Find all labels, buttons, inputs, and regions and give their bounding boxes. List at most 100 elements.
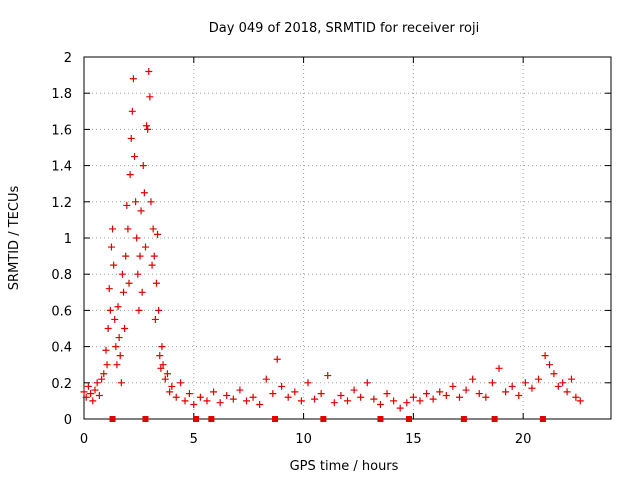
y-axis-label: SRMTID / TECUs	[7, 186, 22, 291]
data-point	[135, 306, 143, 314]
gap-marker	[192, 416, 199, 422]
data-point	[137, 207, 145, 215]
data-point	[469, 375, 477, 383]
data-point	[122, 252, 130, 260]
data-point	[535, 375, 543, 383]
x-tick-label: 0	[80, 432, 88, 447]
axis-ticks	[83, 56, 611, 420]
data-point	[223, 391, 231, 399]
data-point	[423, 390, 431, 398]
data-point	[172, 393, 180, 401]
data-point	[390, 397, 398, 405]
data-point	[156, 352, 164, 360]
data-point	[117, 379, 125, 387]
data-point	[363, 379, 371, 387]
data-point	[106, 306, 114, 314]
data-point	[262, 375, 270, 383]
y-tick-labels: 0 0.2 0.4 0.6 0.8 1 1.2 1.4 1.6 1.8 2	[51, 51, 72, 428]
data-point	[102, 346, 110, 354]
data-point	[284, 393, 292, 401]
data-point	[104, 325, 112, 332]
data-point	[163, 370, 171, 378]
data-point	[442, 391, 450, 399]
data-point	[550, 370, 558, 378]
x-tick-labels: 0 5 10 15 20	[80, 432, 532, 447]
x-tick-label: 5	[190, 432, 198, 447]
data-point	[149, 225, 157, 233]
data-point	[203, 397, 211, 405]
y-tick-label: 1.4	[51, 160, 72, 175]
data-point	[572, 393, 580, 401]
data-point	[98, 375, 106, 383]
data-point	[488, 379, 496, 387]
data-point	[185, 390, 193, 398]
chart-title: Day 049 of 2018, SRMTID for receiver roj…	[209, 21, 479, 36]
data-point	[528, 384, 536, 392]
data-point	[161, 375, 169, 383]
data-point	[376, 401, 384, 409]
data-point	[449, 382, 457, 390]
data-point	[82, 393, 90, 401]
data-point	[563, 388, 571, 396]
data-point	[93, 379, 101, 387]
data-point	[403, 399, 411, 407]
y-tick-label: 0.6	[51, 304, 72, 319]
data-point	[168, 382, 176, 390]
gap-marker	[109, 416, 116, 422]
data-point	[111, 315, 119, 323]
y-tick-label: 1.2	[51, 196, 72, 211]
data-point	[155, 306, 163, 314]
data-point	[145, 67, 153, 75]
data-point	[559, 379, 567, 387]
data-point	[278, 382, 286, 390]
data-point	[508, 382, 516, 390]
data-point	[567, 375, 575, 383]
data-point	[242, 397, 250, 405]
data-point	[84, 382, 92, 390]
data-point	[370, 395, 378, 403]
data-point	[107, 243, 115, 251]
data-point	[127, 134, 135, 142]
data-point	[152, 279, 160, 287]
data-point	[121, 325, 129, 332]
data-point	[100, 370, 108, 378]
data-point	[273, 355, 281, 363]
data-point	[158, 343, 166, 351]
data-point	[80, 388, 88, 396]
y-tick-label: 1	[64, 232, 72, 247]
data-point	[141, 243, 149, 251]
data-point	[216, 399, 224, 407]
gap-marker	[491, 416, 498, 422]
data-point	[129, 75, 137, 83]
data-point	[291, 388, 299, 396]
gap-marker	[539, 416, 546, 422]
data-point	[304, 379, 312, 387]
data-point	[103, 361, 111, 369]
data-point	[112, 343, 120, 351]
data-point	[576, 397, 584, 405]
data-point	[297, 397, 305, 405]
data-point	[151, 315, 159, 323]
gap-marker	[377, 416, 384, 422]
gap-marker	[405, 416, 412, 422]
data-point	[124, 225, 132, 233]
gap-markers	[109, 416, 546, 422]
gap-marker	[320, 416, 327, 422]
y-tick-label: 0.2	[51, 377, 72, 392]
data-point	[475, 390, 483, 398]
gap-marker	[460, 416, 467, 422]
data-point	[105, 285, 113, 293]
data-point	[249, 393, 257, 401]
data-point	[126, 171, 134, 179]
data-point	[269, 390, 277, 398]
data-point	[110, 261, 118, 269]
data-point	[455, 393, 463, 401]
x-tick-label: 20	[515, 432, 532, 447]
data-point	[113, 361, 121, 369]
data-point	[429, 395, 437, 403]
gap-marker	[208, 416, 215, 422]
data-point	[115, 334, 123, 342]
data-point	[136, 252, 144, 260]
data-point	[210, 388, 218, 396]
